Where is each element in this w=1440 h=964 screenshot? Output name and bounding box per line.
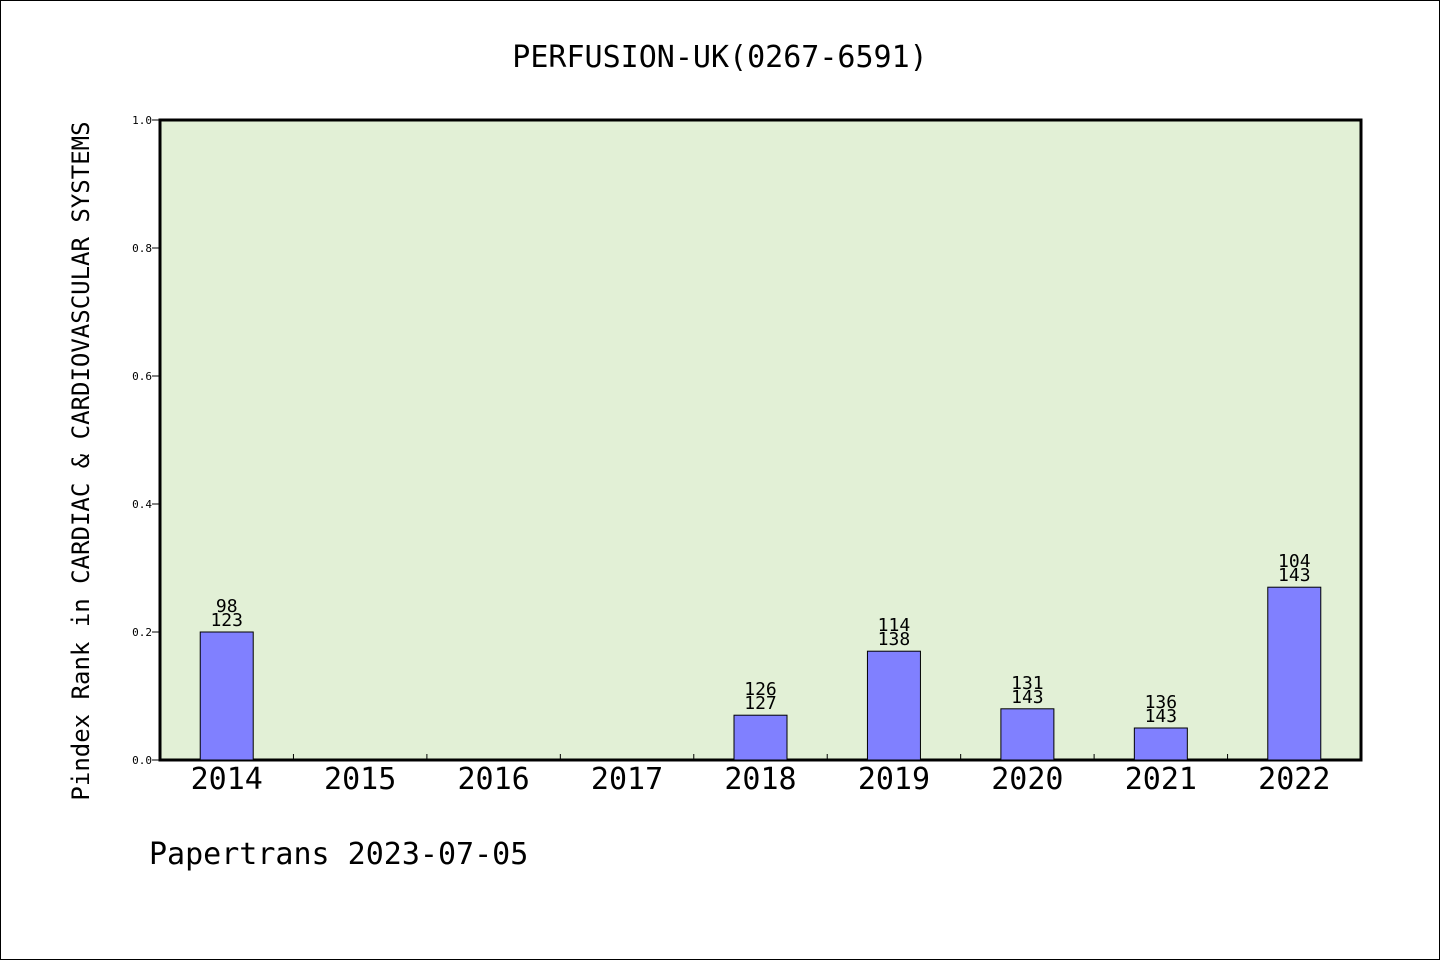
y-tick-label: 0.6 xyxy=(132,370,152,383)
bar-2021 xyxy=(1133,727,1188,761)
bar-label-total: 143 xyxy=(1011,687,1044,708)
x-tick-label: 2015 xyxy=(324,762,396,797)
x-axis-ticks: 2014 2015 2016 2017 2018 2019 2020 2021 2022 xyxy=(191,754,1330,797)
y-tick-label: 0.4 xyxy=(132,498,152,511)
bars xyxy=(199,586,1322,761)
bar-2022 xyxy=(1267,586,1322,761)
bar-label-rank: 126 xyxy=(744,679,777,700)
x-tick-label: 2014 xyxy=(191,762,263,797)
bar-label-rank: 136 xyxy=(1145,692,1178,713)
y-tick-label: 1.0 xyxy=(132,114,152,127)
bar-2019 xyxy=(866,650,921,761)
x-tick-label: 2022 xyxy=(1258,762,1330,797)
x-tick-label: 2016 xyxy=(457,762,529,797)
bar-label-rank: 98 xyxy=(216,596,238,617)
plot-area xyxy=(158,118,1363,762)
x-tick-label: 2019 xyxy=(858,762,930,797)
bar-label-total: 138 xyxy=(878,629,911,650)
bar-label-rank: 131 xyxy=(1011,673,1044,694)
y-tick-label: 0.0 xyxy=(132,754,152,767)
x-tick-label: 2020 xyxy=(991,762,1063,797)
bar-label-total: 143 xyxy=(1145,706,1178,727)
bar-label-total: 123 xyxy=(210,610,243,631)
y-tick-label: 0.8 xyxy=(132,242,152,255)
bar-2014 xyxy=(199,631,254,761)
chart-title: PERFUSION-UK(0267-6591) xyxy=(512,40,927,75)
x-tick-label: 2021 xyxy=(1125,762,1197,797)
bar-label-rank: 114 xyxy=(878,615,911,636)
bar-label-rank: 104 xyxy=(1278,551,1311,572)
y-axis-label: Pindex Rank in CARDIAC & CARDIOVASCULAR … xyxy=(67,121,95,800)
bar-2018 xyxy=(733,714,788,761)
y-axis-ticks: 0.0 0.2 0.4 0.6 0.8 1.0 xyxy=(132,114,160,767)
bar-2020 xyxy=(1000,708,1055,761)
x-tick-label: 2017 xyxy=(591,762,663,797)
x-tick-label: 2018 xyxy=(724,762,796,797)
bar-label-total: 127 xyxy=(744,693,777,714)
bar-label-total: 143 xyxy=(1278,565,1311,586)
footer-credit: Papertrans 2023-07-05 xyxy=(149,837,528,872)
y-tick-label: 0.2 xyxy=(132,626,152,639)
